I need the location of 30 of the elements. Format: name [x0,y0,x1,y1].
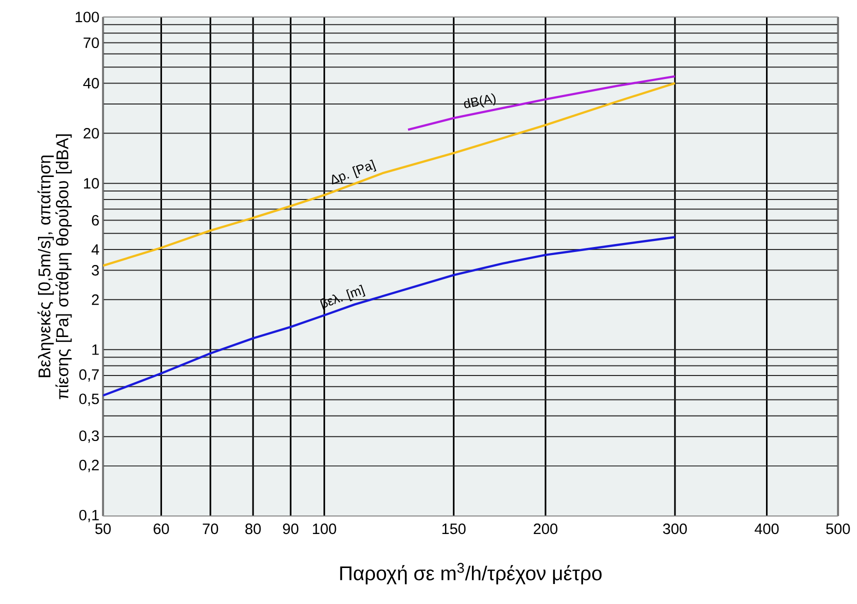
y-tick-label: 20 [84,128,99,139]
y-tick-label: 0,1 [79,510,99,522]
y-tick-label: 0,3 [79,430,99,443]
y-tick-label: 4 [92,244,100,255]
x-tick-label: 90 [283,524,298,534]
y-tick-label: 0,2 [79,460,99,472]
y-tick-label: 10 [84,178,99,189]
x-tick-label: 200 [534,524,558,534]
y-tick-label: 100 [76,12,99,22]
x-tick-label: 70 [202,524,218,534]
x-tick-label: 400 [754,524,779,534]
x-axis-title: Παροχή σε m$^{3}$/h/τρέχον μέτρο [340,562,602,584]
x-tick-label: 100 [312,524,336,534]
x-tick-label: 60 [154,524,169,534]
x-tick-label: 500 [826,524,850,534]
x-tick-label: 50 [95,524,111,534]
y-tick-label: 70 [84,37,99,48]
y-tick-label: 0,5 [79,394,99,406]
y-tick-label: 3 [92,265,99,276]
y-tick-label: 40 [83,78,99,88]
y-axis-title: Βεληνεκές [0,5m/s], απαίτηση πίεσης [Pa] στάθμη θορύβου [dBA] [38,134,72,400]
y-tick-label: 2 [92,294,99,305]
x-tick-label: 150 [442,524,466,534]
y-tick-label: 1 [92,344,99,355]
text: dB(A) [464,93,496,108]
x-tick-label: 300 [663,524,687,534]
x-tick-label: 80 [245,524,261,534]
y-tick-label: 6 [92,214,99,226]
y-tick-label: 0,7 [79,369,99,382]
text: Δp. [Pa] [332,160,376,184]
